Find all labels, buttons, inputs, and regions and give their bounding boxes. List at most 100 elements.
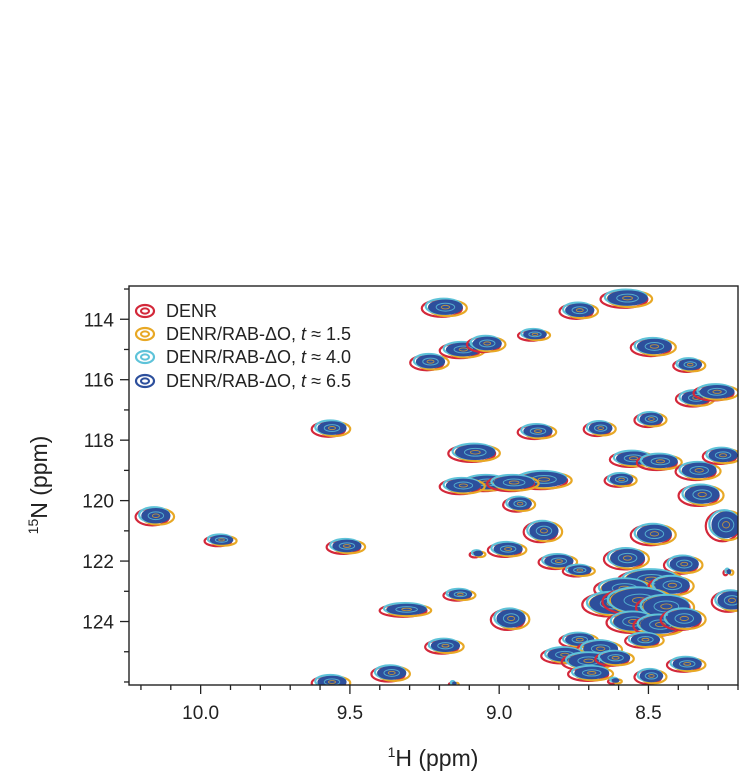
peak-inner-contour bbox=[692, 489, 712, 500]
legend-marker-outer bbox=[134, 373, 156, 389]
peak-inner-contour bbox=[697, 491, 707, 498]
peak-contour bbox=[529, 521, 559, 540]
peak-inner-contour bbox=[596, 646, 606, 651]
peak-inner-contour bbox=[483, 341, 492, 346]
legend: DENR DENR/RAB-ΔO, t ≈ 1.5 DENR/RAB-ΔO, t… bbox=[134, 301, 351, 391]
peak-inner-contour bbox=[641, 637, 650, 642]
peak-inner-contour bbox=[644, 342, 665, 351]
peak-inner-contour bbox=[719, 453, 728, 458]
peak-inner-contour bbox=[575, 308, 584, 313]
peak-inner-contour bbox=[338, 542, 356, 550]
peak-inner-contour bbox=[529, 427, 547, 435]
x-tick-label: 9.0 bbox=[486, 703, 512, 724]
nmr-peak bbox=[561, 563, 596, 578]
peak-inner-contour bbox=[717, 517, 735, 533]
nmr-peak bbox=[486, 473, 540, 493]
peak-contour bbox=[678, 358, 703, 371]
peak-inner-contour bbox=[479, 339, 496, 348]
legend-marker-outer bbox=[134, 303, 156, 319]
peak-inner-contour bbox=[722, 521, 731, 529]
peak-inner-contour bbox=[597, 426, 604, 430]
peak-inner-contour bbox=[581, 669, 602, 677]
nmr-peak bbox=[566, 664, 615, 682]
peak-inner-contour bbox=[694, 468, 704, 473]
nmr-peak bbox=[624, 631, 665, 649]
peak-inner-contour bbox=[674, 613, 695, 624]
nmr-peak bbox=[537, 553, 579, 571]
nmr-peak bbox=[672, 357, 707, 373]
legend-label-suffix: ≈ 4.0 bbox=[306, 347, 351, 367]
peak-inner-contour bbox=[458, 483, 469, 488]
legend-label: DENR bbox=[166, 301, 217, 321]
peak-inner-contour bbox=[218, 538, 225, 542]
legend-label: DENR/RAB-ΔO, t ≈ 1.5 bbox=[166, 324, 351, 344]
peak-inner-contour bbox=[458, 347, 469, 352]
peak-inner-contour bbox=[502, 478, 526, 487]
legend-marker-inner bbox=[140, 330, 150, 338]
peak-inner-contour bbox=[683, 661, 692, 666]
nmr-peak bbox=[599, 288, 654, 309]
peak-contour bbox=[636, 338, 672, 355]
nmr-peak bbox=[489, 607, 531, 631]
peak-inner-contour bbox=[463, 447, 487, 457]
peak-contour bbox=[377, 666, 407, 680]
legend-entry: DENR bbox=[134, 301, 217, 321]
nmr-peak bbox=[582, 420, 617, 438]
peak-inner-contour bbox=[571, 636, 588, 644]
peak-contour bbox=[708, 448, 738, 463]
y-tick-label: 114 bbox=[84, 310, 115, 331]
peak-contour bbox=[726, 569, 732, 575]
nmr-peak bbox=[633, 410, 668, 429]
peak-contour bbox=[445, 478, 481, 493]
peak-contour bbox=[642, 454, 678, 469]
legend-marker-outer bbox=[134, 349, 156, 365]
peak-inner-contour bbox=[504, 547, 513, 551]
nmr-peak bbox=[633, 667, 668, 685]
peak-inner-contour bbox=[457, 592, 464, 596]
nmr-peak bbox=[710, 589, 738, 613]
peak-contour bbox=[472, 336, 502, 351]
peak-inner-contour bbox=[660, 603, 673, 610]
peak-contour bbox=[493, 475, 535, 490]
x-axis-title: 1H (ppm) bbox=[388, 744, 479, 771]
legend-entry: DENR/RAB-ΔO, t ≈ 4.0 bbox=[134, 347, 351, 367]
peak-inner-contour bbox=[679, 615, 689, 622]
peak-inner-contour bbox=[528, 331, 542, 338]
peak-inner-contour bbox=[680, 561, 689, 567]
peak-inner-contour bbox=[342, 544, 351, 548]
peak-inner-contour bbox=[535, 525, 553, 537]
peak-inner-contour bbox=[649, 344, 660, 349]
peak-inner-contour bbox=[632, 597, 647, 604]
peak-inner-contour bbox=[453, 591, 468, 598]
nmr-peak bbox=[442, 587, 477, 602]
peak-inner-contour bbox=[531, 332, 539, 336]
peak-inner-contour bbox=[499, 545, 517, 553]
peak-inner-contour bbox=[649, 531, 660, 537]
peak-inner-contour bbox=[576, 568, 584, 572]
legend-entry: DENR/RAB-ΔO, t ≈ 1.5 bbox=[134, 324, 351, 344]
nmr-peak bbox=[704, 509, 738, 543]
nmr-peak bbox=[602, 546, 651, 571]
peak-inner-contour bbox=[587, 671, 597, 675]
x-axis-title-superscript: 1 bbox=[388, 744, 396, 760]
peak-inner-contour bbox=[590, 644, 611, 654]
peak-inner-contour bbox=[655, 459, 666, 464]
peak-contour bbox=[567, 565, 592, 575]
nmr-peak bbox=[468, 549, 487, 559]
nmr-peak bbox=[516, 423, 558, 441]
y-axis-ticks: 114 116 118 120 122 124 bbox=[82, 288, 129, 683]
legend-entry: DENR/RAB-ΔO, t ≈ 6.5 bbox=[134, 371, 351, 391]
nmr-peak bbox=[134, 506, 176, 527]
peak-contour bbox=[607, 290, 648, 306]
peak-inner-contour bbox=[676, 559, 693, 569]
peak-inner-contour bbox=[508, 480, 520, 485]
peak-inner-contour bbox=[611, 655, 620, 660]
nmr-peak bbox=[370, 664, 412, 683]
y-tick-label: 124 bbox=[82, 613, 114, 634]
nmr-peak bbox=[203, 533, 238, 548]
peak-inner-contour bbox=[575, 637, 584, 642]
peak-inner-contour bbox=[648, 417, 655, 421]
nmr-peak bbox=[447, 442, 501, 464]
peak-inner-contour bbox=[328, 426, 336, 431]
peak-contour bbox=[717, 591, 738, 610]
